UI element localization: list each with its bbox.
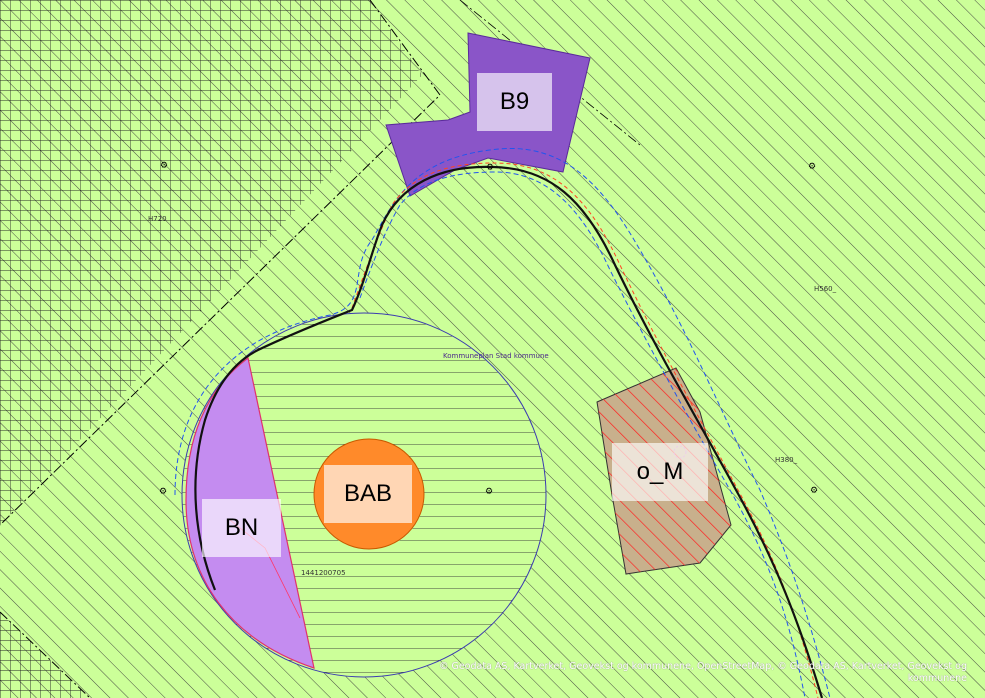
zone-label-o-m: o_M (612, 443, 708, 501)
map-attribution: © Geodata AS, Kartverket, Geovekst og ko… (438, 661, 967, 684)
height-label-h720: H720 (148, 215, 167, 223)
road-buffer-red (351, 162, 819, 698)
tractor-icon: ⚙ (160, 161, 169, 171)
tractor-icon: ⚙ (159, 487, 168, 497)
road-centerline (194, 165, 824, 698)
height-label-h380: H380_ (775, 456, 798, 464)
crosshatch-zone-top-left (0, 0, 422, 525)
zone-label-b9: B9 (477, 73, 552, 131)
plan-name-label: Kommuneplan Stad kommune (443, 352, 549, 360)
zone-label-bn: BN (202, 499, 281, 557)
crosshatch-boundary-bottom-left (0, 611, 91, 698)
tractor-icon: ⚙ (485, 487, 494, 497)
road-buffer-outer (174, 148, 831, 698)
crosshatch-boundary-top-left (0, 0, 441, 526)
road-buffer-inner (359, 171, 806, 698)
tractor-icon: ⚙ (810, 486, 819, 496)
parcel-id-label: 1441200705 (301, 569, 346, 577)
zone-label-bab: BAB (324, 465, 412, 523)
tractor-icon: ⚙ (486, 163, 495, 173)
height-label-h560: H560_ (814, 285, 837, 293)
tractor-icon: ⚙ (808, 162, 817, 172)
